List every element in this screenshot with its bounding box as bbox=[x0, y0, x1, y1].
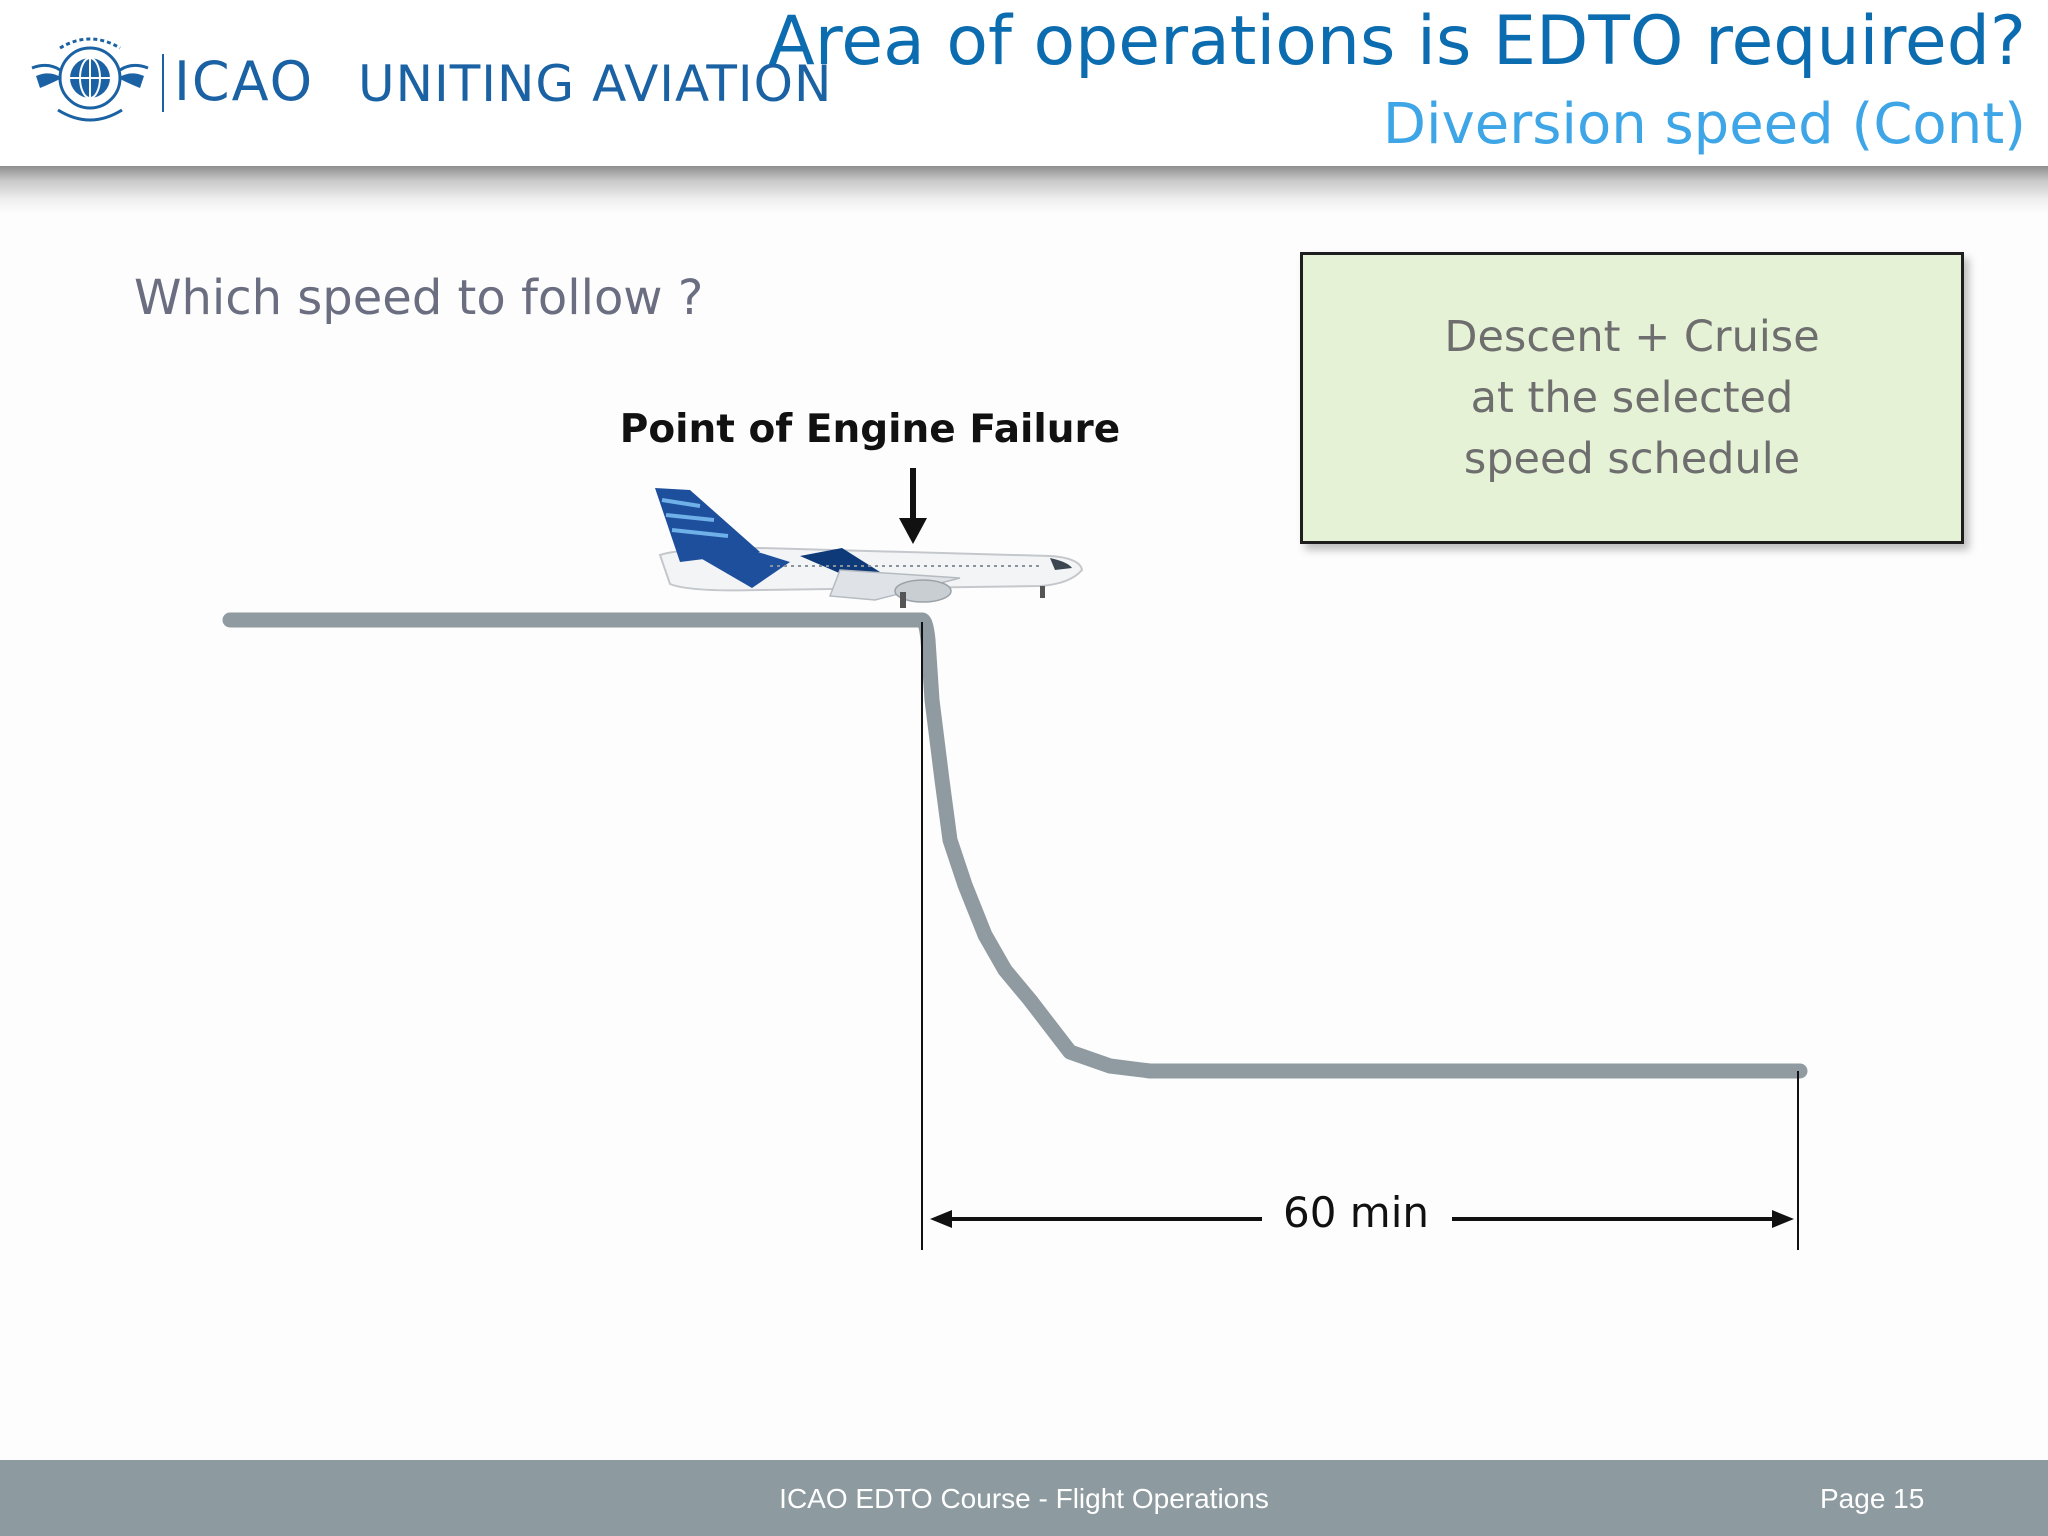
icao-wordmark: ICAO bbox=[174, 50, 315, 113]
info-box-line: at the selected bbox=[1470, 372, 1794, 423]
uniting-aviation-slogan: UNITING AVIATION bbox=[358, 55, 833, 113]
logo-divider bbox=[162, 54, 164, 112]
duration-label: 60 min bbox=[1283, 1188, 1429, 1237]
duration-arrowhead-left bbox=[930, 1210, 952, 1228]
question-text: Which speed to follow ? bbox=[134, 270, 704, 326]
duration-arrowhead-right bbox=[1772, 1210, 1794, 1228]
flight-profile-diagram: 60 min Point of Engine Failure bbox=[222, 407, 1808, 1250]
footer-page-number: Page 15 bbox=[1820, 1483, 1925, 1514]
descent-cruise-info-box: Descent + Cruise at the selected speed s… bbox=[1300, 252, 1964, 544]
aircraft-icon bbox=[655, 488, 1084, 608]
engine-failure-label: Point of Engine Failure bbox=[620, 407, 1120, 452]
slide-footer: ICAO EDTO Course - Flight Operations Pag… bbox=[0, 1460, 2048, 1536]
info-box-line: Descent + Cruise bbox=[1444, 311, 1820, 362]
slide-header: ICAO UNITING AVIATION Area of operations… bbox=[0, 0, 2048, 168]
slide-title: Area of operations is EDTO required? bbox=[768, 2, 2026, 81]
engine-failure-arrowhead bbox=[899, 518, 927, 544]
header-shadow bbox=[0, 166, 2048, 214]
info-box-line: speed schedule bbox=[1463, 433, 1801, 484]
icao-emblem-icon bbox=[31, 37, 149, 122]
flight-profile-line bbox=[222, 612, 1808, 1079]
slide-subtitle: Diversion speed (Cont) bbox=[1382, 92, 2026, 157]
footer-course-title: ICAO EDTO Course - Flight Operations bbox=[779, 1483, 1269, 1514]
